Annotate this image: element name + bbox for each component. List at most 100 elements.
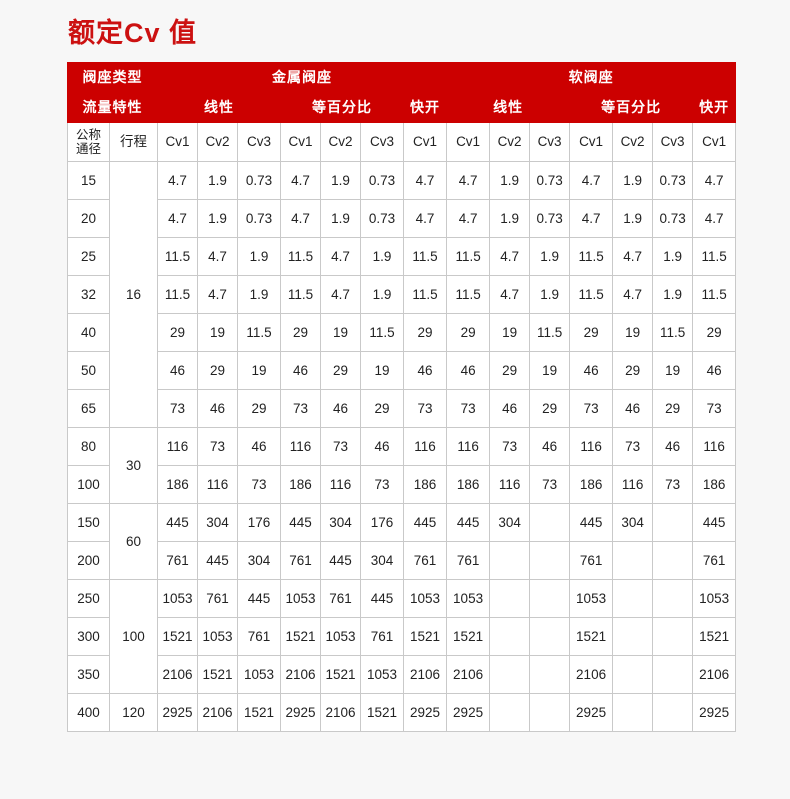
cell-cv-value: 1.9 [197,161,238,200]
header-cv-0: Cv1 [157,122,198,162]
cell-cv-value: 1.9 [489,199,531,238]
table-row: 100 186 116 73 186 116 73 186 186 116 73 186 116 73 18… [67,465,737,504]
cell-cv-value: 445 [320,541,361,580]
cell-cv-value: 29 [446,313,491,352]
header-cv-6: Cv1 [402,122,448,162]
header-flow-characteristic-label: 流量特性 [67,92,158,123]
cell-cv-value: 1521 [237,693,281,732]
cell-cv-value: 2925 [157,693,198,732]
header-flow-group-2: 快开 [402,92,448,123]
cell-cv-value: 11.5 [360,313,404,352]
cell-cv-value: 304 [237,541,281,580]
cell-cv-value: 4.7 [197,237,238,276]
header-cv-9: Cv3 [529,122,571,162]
cell-cv-value: 4.7 [489,237,531,276]
cell-cv-value: 19 [320,313,361,352]
cell-cv-value [652,617,694,656]
cell-cv-value: 0.73 [237,199,281,238]
cell-cv-value: 29 [652,389,694,428]
cell-travel: 16 [109,161,158,428]
cell-cv-value: 445 [197,541,238,580]
cv-table-container: 阀座类型 金属阀座 软阀座 流量特性 线性 等百分比 快开 线性 等百分比 快开 公称 通径 行程 C… [67,62,737,732]
cell-nominal-diameter: 150 [67,503,110,542]
cell-cv-value: 186 [446,465,491,504]
header-cv-4: Cv2 [320,122,361,162]
header-cv-5: Cv3 [360,122,404,162]
cell-cv-value: 445 [692,503,737,542]
cell-cv-value: 1053 [280,579,321,618]
cell-cv-value: 1.9 [197,199,238,238]
cell-cv-value: 29 [529,389,571,428]
cell-cv-value: 445 [360,579,404,618]
cell-nominal-diameter: 200 [67,541,110,580]
table-row: 400 120 2925 2106 1521 2925 2106 1521 2925 2925 29… [67,693,737,732]
cell-cv-value: 73 [157,389,198,428]
rated-cv-table: 阀座类型 金属阀座 软阀座 流量特性 线性 等百分比 快开 线性 等百分比 快开 公称 通径 行程 C… [67,62,737,732]
cell-cv-value: 116 [446,427,491,466]
header-seat-group-0: 金属阀座 [156,62,448,93]
cell-cv-value: 11.5 [569,275,614,314]
cell-cv-value: 4.7 [569,199,614,238]
cell-cv-value: 1.9 [237,237,281,276]
cell-cv-value: 19 [612,313,654,352]
cell-cv-value: 73 [652,465,694,504]
cell-cv-value [612,617,654,656]
cell-cv-value: 19 [529,351,571,390]
cell-cv-value: 19 [652,351,694,390]
cell-cv-value: 4.7 [612,237,654,276]
cell-cv-value: 29 [569,313,614,352]
header-flow-group-0: 线性 [157,92,281,123]
header-cv-11: Cv2 [612,122,654,162]
cell-cv-value: 1521 [157,617,198,656]
cell-cv-value [529,655,571,694]
cell-cv-value: 29 [157,313,198,352]
cell-cv-value: 11.5 [280,275,321,314]
cell-travel: 120 [109,693,158,732]
cell-cv-value: 0.73 [529,161,571,200]
cell-cv-value: 46 [320,389,361,428]
cell-cv-value: 761 [280,541,321,580]
cell-cv-value [529,541,571,580]
cell-cv-value: 1521 [692,617,737,656]
cell-cv-value: 761 [197,579,238,618]
cell-cv-value [652,503,694,542]
cell-cv-value: 73 [360,465,404,504]
cell-cv-value: 116 [280,427,321,466]
cell-cv-value: 2106 [157,655,198,694]
table-row: 25 11.5 4.7 1.9 11.5 4.7 1.9 11.5 11.5 4.7 1.9 11.5… [67,237,737,276]
cell-cv-value [612,655,654,694]
table-row: 50 46 29 19 46 29 19 46 46 29 19 46 29 19 46 [67,351,737,390]
header-row-seat-type: 阀座类型 金属阀座 软阀座 [67,62,737,93]
cell-nominal-diameter: 65 [67,389,110,428]
header-cv-13: Cv1 [692,122,737,162]
cell-cv-value: 761 [446,541,491,580]
cell-cv-value: 1.9 [612,199,654,238]
cell-cv-value: 1.9 [320,199,361,238]
cell-cv-value [529,579,571,618]
cell-cv-value [489,541,531,580]
cell-cv-value: 29 [197,351,238,390]
cell-cv-value: 116 [157,427,198,466]
cell-cv-value: 0.73 [360,161,404,200]
cell-cv-value [652,655,694,694]
cell-cv-value: 1053 [569,579,614,618]
cell-cv-value: 46 [446,351,491,390]
cell-cv-value [489,617,531,656]
cell-cv-value [612,693,654,732]
cell-cv-value: 4.7 [280,199,321,238]
header-cv-10: Cv1 [569,122,614,162]
cell-cv-value: 445 [280,503,321,542]
header-flow-group-4: 等百分比 [569,92,694,123]
cell-cv-value: 116 [402,427,448,466]
cell-cv-value: 73 [489,427,531,466]
cell-cv-value: 1.9 [652,275,694,314]
cell-cv-value: 29 [402,313,448,352]
cell-cv-value: 46 [489,389,531,428]
header-seat-type-label: 阀座类型 [67,62,158,93]
cell-cv-value: 761 [157,541,198,580]
cell-nominal-diameter: 350 [67,655,110,694]
cell-cv-value: 11.5 [402,275,448,314]
cell-cv-value: 176 [237,503,281,542]
cell-cv-value [489,655,531,694]
cell-nominal-diameter: 400 [67,693,110,732]
